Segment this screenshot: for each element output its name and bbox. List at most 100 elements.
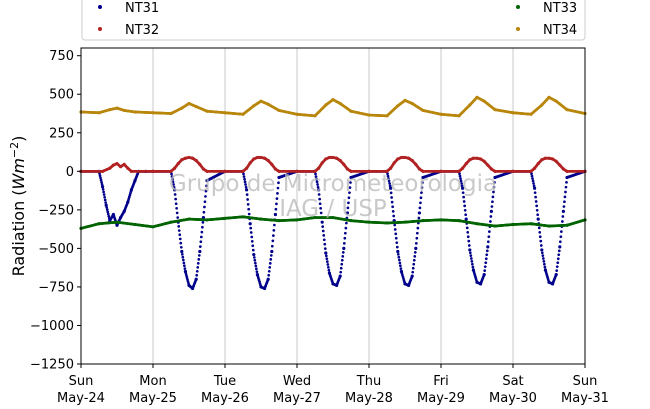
trail-point-nt31	[245, 193, 249, 197]
trail-point-nt31	[251, 248, 255, 252]
data-point-nt32-34	[313, 169, 317, 173]
data-point-nt31-36	[273, 212, 277, 217]
data-point-nt34-32	[468, 103, 472, 107]
data-point-nt32-29	[266, 158, 270, 163]
trail-point-nt31	[563, 200, 566, 204]
data-point-nt31-34	[266, 277, 270, 281]
trail-point-nt31	[388, 184, 392, 188]
data-point-nt32-3	[111, 163, 115, 167]
data-point-nt34-10	[194, 104, 198, 109]
y-axis-label-unit: Wm	[9, 158, 28, 189]
trail-point-nt31	[250, 235, 254, 239]
data-point-nt31-66	[468, 248, 472, 252]
y-tick-label-7: 500	[49, 88, 74, 103]
trail-point-nt31	[459, 179, 463, 183]
y-axis-label-word: Radiation (	[9, 189, 28, 276]
data-point-nt31-67	[471, 268, 475, 272]
y-axis-label: Radiation (Wm−2)	[8, 136, 29, 277]
data-point-nt32-65	[482, 159, 486, 163]
data-point-nt32-73	[540, 158, 544, 162]
trail-point-nt31	[197, 258, 201, 261]
trail-point-nt31	[491, 200, 494, 204]
data-point-nt32-23	[245, 166, 249, 170]
data-point-nt32-28	[263, 156, 267, 160]
data-point-nt32-20	[205, 169, 209, 173]
trail-point-nt31	[539, 244, 543, 247]
data-point-nt31-16	[173, 188, 177, 192]
trail-point-nt31	[462, 195, 465, 199]
trail-point-nt31	[276, 186, 280, 190]
data-point-nt32-6	[122, 162, 126, 166]
trail-point-nt31	[196, 265, 200, 269]
trail-point-nt31	[391, 205, 395, 209]
trail-point-nt31	[394, 236, 398, 240]
trail-point-nt31	[348, 191, 351, 195]
data-point-nt31-81	[551, 282, 555, 286]
trail-point-nt31	[325, 257, 329, 261]
trail-point-nt31	[542, 260, 546, 263]
trail-point-nt31	[414, 241, 418, 245]
trail-point-nt31	[468, 251, 472, 255]
trail-point-nt31	[541, 257, 545, 260]
data-point-nt32-37	[324, 157, 328, 161]
data-point-nt33-7	[205, 218, 209, 222]
data-point-nt31-28	[245, 188, 249, 192]
data-point-nt34-16	[266, 102, 270, 106]
data-point-nt34-12	[223, 111, 227, 115]
data-point-nt32-41	[338, 158, 342, 163]
trail-point-nt31	[314, 172, 317, 176]
data-point-nt34-31	[457, 114, 461, 118]
data-point-nt32-68	[493, 169, 497, 173]
data-point-nt31-32	[259, 285, 263, 289]
data-point-nt32-43	[345, 167, 349, 171]
trail-point-nt31	[471, 265, 475, 269]
data-point-nt34-13	[241, 112, 245, 116]
trail-point-nt31	[391, 210, 395, 213]
trail-point-nt31	[484, 257, 488, 261]
data-point-nt32-19	[201, 167, 205, 171]
data-point-nt32-47	[389, 166, 393, 170]
trail-point-nt31	[275, 197, 279, 200]
trail-point-nt31	[175, 211, 179, 215]
data-point-nt31-71	[486, 245, 490, 249]
trail-point-nt31	[179, 241, 183, 245]
data-point-nt31-76	[533, 186, 537, 190]
trail-point-nt31	[341, 254, 345, 258]
data-point-nt34-39	[547, 95, 551, 99]
data-point-nt34-36	[511, 111, 515, 115]
data-point-nt31-52	[389, 186, 393, 190]
data-point-nt32-61	[468, 158, 472, 162]
data-point-nt31-25	[205, 178, 209, 183]
data-point-nt31-42	[324, 251, 328, 255]
data-point-nt34-27	[403, 98, 407, 103]
trail-point-nt31	[272, 228, 276, 232]
data-point-nt34-29	[421, 108, 425, 113]
data-point-nt32-11	[173, 166, 177, 170]
trail-point-nt31	[411, 270, 415, 274]
trail-point-nt31	[249, 226, 253, 230]
trail-point-nt31	[347, 196, 351, 200]
trail-point-nt31	[491, 195, 495, 199]
trail-point-nt31	[470, 260, 474, 263]
data-point-nt31-58	[410, 274, 414, 278]
trail-point-nt31	[530, 174, 534, 178]
data-point-nt31-49	[349, 175, 353, 180]
data-point-nt31-40	[317, 188, 321, 192]
data-point-nt34-33	[475, 95, 479, 99]
trail-point-nt31	[492, 190, 495, 194]
trail-point-nt31	[543, 265, 547, 269]
data-point-nt32-1	[101, 169, 105, 173]
data-point-nt32-60	[464, 162, 468, 166]
data-point-nt32-44	[349, 169, 353, 173]
trail-point-nt31	[343, 236, 347, 240]
data-point-nt34-17	[277, 108, 281, 113]
trail-point-nt31	[204, 195, 207, 198]
trail-point-nt31	[106, 210, 110, 214]
data-point-nt31-41	[320, 220, 324, 224]
trail-point-nt31	[412, 262, 416, 266]
trail-point-nt31	[467, 244, 471, 247]
data-point-nt32-18	[198, 162, 202, 166]
data-point-nt31-9	[126, 200, 130, 204]
trail-point-nt31	[538, 235, 542, 239]
trail-point-nt31	[395, 245, 399, 249]
